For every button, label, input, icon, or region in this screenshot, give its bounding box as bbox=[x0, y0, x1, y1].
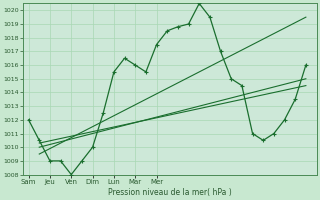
X-axis label: Pression niveau de la mer( hPa ): Pression niveau de la mer( hPa ) bbox=[108, 188, 232, 197]
